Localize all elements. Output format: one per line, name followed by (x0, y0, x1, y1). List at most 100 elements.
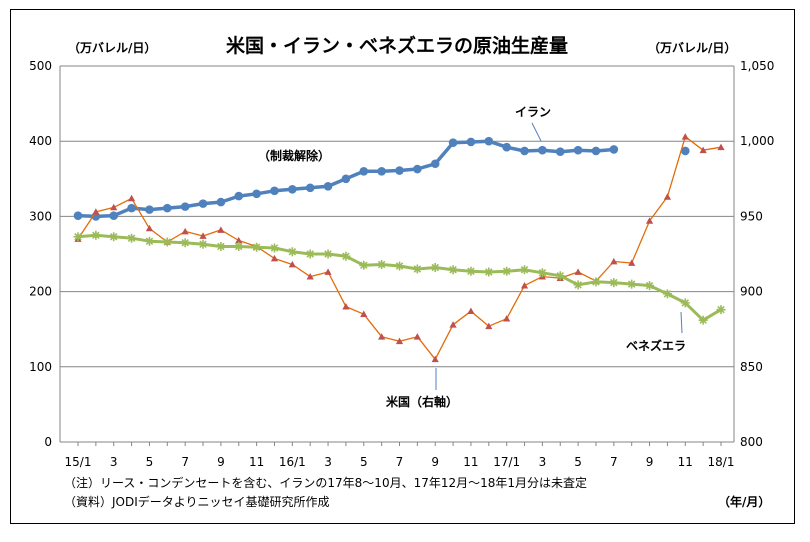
x-tick-label: 11 (463, 455, 478, 469)
data-point (573, 145, 583, 155)
data-point (269, 243, 279, 253)
data-point (520, 146, 529, 156)
x-tick-label: 11 (249, 455, 264, 469)
data-point (287, 247, 297, 257)
data-point (467, 307, 475, 315)
data-point (413, 164, 422, 174)
data-point (627, 279, 637, 289)
data-point (217, 226, 225, 233)
data-point (305, 183, 315, 193)
data-point (163, 203, 172, 213)
x-tick-label: 18/1 (708, 455, 735, 469)
data-point (484, 267, 494, 277)
data-point (306, 272, 314, 280)
x-tick-label: 9 (646, 455, 654, 469)
data-point (412, 264, 422, 274)
data-point (717, 143, 725, 151)
data-point (216, 241, 226, 251)
series-layer (73, 133, 726, 363)
data-point (574, 268, 582, 275)
x-tick-labels: 15/1 3 5 7 9 11 16/1 3 5 7 9 11 17/1 3 5 7 9 11 18/1 (65, 455, 735, 469)
data-point (591, 146, 601, 156)
data-point (180, 238, 190, 248)
data-point (359, 166, 369, 176)
annotation-venezuela-arrow (680, 311, 683, 334)
data-point (181, 227, 189, 235)
left-y-tick-label: 500 (29, 59, 52, 73)
data-point (502, 266, 512, 276)
left-y-tick-label: 400 (29, 134, 52, 148)
data-point (609, 145, 619, 154)
right-y-tick-label: 850 (740, 360, 763, 374)
left-y-tick-label: 0 (44, 435, 52, 449)
data-point (377, 166, 386, 176)
annotation-us-label: 米国（右軸） (386, 394, 458, 409)
data-point (110, 203, 118, 211)
data-point (323, 249, 333, 259)
data-point (662, 289, 672, 299)
data-point (359, 260, 369, 270)
data-point (342, 303, 350, 310)
right-y-tick-label: 800 (740, 435, 763, 449)
left-y-tick-label: 300 (29, 209, 52, 223)
data-point (324, 268, 332, 275)
data-point (252, 189, 261, 199)
data-point (198, 199, 208, 208)
x-tick-label: 5 (574, 455, 582, 469)
right-y-tick-label: 1,000 (740, 134, 774, 148)
data-point (520, 265, 530, 275)
data-point (502, 142, 511, 152)
x-tick-label: 9 (217, 455, 225, 469)
x-tick-label: 5 (146, 455, 154, 469)
series-iran (73, 136, 690, 221)
left-y-tick-labels: 0 100 200 300 400 500 (29, 59, 52, 449)
data-point (288, 185, 297, 194)
annotation-us: 米国（右軸） (386, 368, 458, 409)
data-point (485, 322, 493, 330)
annotation-sanctions-label: （制裁解除） (258, 148, 330, 163)
chart-title: 米国・イラン・ベネズエラの原油生産量 (226, 34, 568, 57)
x-tick-label: 17/1 (493, 455, 520, 469)
data-point (162, 237, 172, 247)
data-point (555, 147, 565, 157)
note-line-1: （注）リース・コンデンセートを含む、イランの17年8～10月、17年12月～18… (64, 475, 587, 490)
data-point (431, 355, 439, 363)
data-point (144, 236, 154, 246)
right-y-tick-label: 950 (740, 209, 763, 223)
data-point (270, 186, 279, 196)
data-point (395, 166, 404, 175)
data-point (628, 259, 636, 266)
data-point (538, 145, 547, 155)
data-point (198, 239, 208, 249)
x-axis-unit: （年/月） (718, 494, 770, 509)
data-point (413, 333, 421, 340)
left-axis-unit: （万バレル/日） (68, 40, 156, 55)
data-point (698, 315, 708, 325)
data-point (341, 174, 351, 184)
data-point (466, 137, 476, 147)
x-tick-label: 3 (110, 455, 118, 469)
data-point (645, 217, 654, 224)
right-y-tick-label: 1,050 (740, 59, 774, 73)
data-point (466, 266, 476, 276)
note-line-2: （資料）JODIデータよりニッセイ基礎研究所作成 (64, 494, 330, 509)
right-y-tick-label: 900 (740, 285, 763, 299)
data-point (448, 138, 458, 148)
data-point (680, 298, 690, 308)
data-point (288, 260, 296, 268)
data-point (127, 233, 137, 243)
data-point (520, 281, 529, 289)
data-point (235, 236, 243, 244)
data-point (555, 271, 565, 281)
data-point (430, 263, 440, 273)
data-point (323, 182, 333, 191)
data-point (448, 265, 458, 275)
data-point (92, 208, 100, 215)
data-point (234, 241, 244, 251)
x-tick-label: 15/1 (65, 455, 92, 469)
data-point (360, 310, 368, 318)
annotation-iran-label: イラン (515, 105, 551, 119)
data-point (645, 281, 655, 291)
annotation-iran: イラン (515, 105, 551, 142)
data-point (699, 146, 707, 154)
